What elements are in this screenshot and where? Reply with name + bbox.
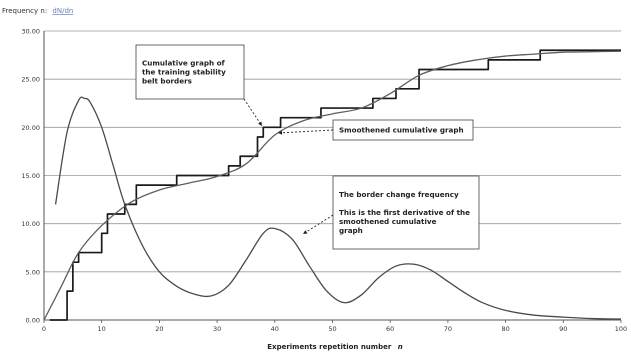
y-tick-label-1: 5.00 [26, 268, 40, 276]
x-tick-label-2: 20 [155, 325, 163, 333]
annotation-cumulative-graph-box [135, 44, 245, 100]
annotation-border-change-frequency-text-line-4: graph [339, 226, 363, 235]
y-axis-label: Frequency n: dN/dn [2, 7, 73, 15]
annotation-border-change-frequency-leader-line [302, 214, 334, 235]
y-axis-label-unit: dN/dn [52, 7, 73, 15]
y-tick-label-2: 10.00 [21, 220, 40, 228]
annotation-border-change-frequency-text-line-3: smoothened cumulative [339, 217, 437, 226]
x-tick-label-0: 0 [42, 325, 46, 333]
annotation-cumulative-graph-text-line-2: belt borders [142, 77, 192, 86]
x-tick-label-8: 80 [501, 325, 509, 333]
annotation-border-change-frequency-box [332, 175, 480, 250]
y-tick-label-4: 20.00 [21, 124, 40, 132]
annotation-cumulative-graph-text-line-1: the training stability [142, 68, 226, 77]
series-layer [43, 49, 622, 321]
series-line-frequency [54, 96, 622, 320]
x-axis-label: Experiments repetition number n [267, 343, 402, 351]
y-tick-label-6: 30.00 [21, 28, 40, 36]
annotation-border-change-frequency-text-line-2: This is the first derivative of the [339, 208, 470, 217]
y-tick-label-3: 15.00 [21, 172, 40, 180]
annotation-cumulative-graph-leader-line [243, 98, 263, 127]
series-line-step [49, 49, 621, 321]
x-tick-label-6: 60 [386, 325, 394, 333]
annotation-border-change-frequency-arrowhead [303, 230, 308, 234]
x-tick-label-9: 90 [559, 325, 567, 333]
annotation-smoothened-graph-text-line-0: Smoothened cumulative graph [339, 126, 464, 135]
annotation-cumulative-graph-text-line-0: Cumulative graph of [142, 59, 226, 68]
x-tick-label-7: 70 [444, 325, 452, 333]
x-tick-label-5: 50 [328, 325, 336, 333]
x-tick-label-10: 100 [615, 325, 627, 333]
y-tick-labels: 0.00 5.00 10.00 15.00 20.00 25.00 30.00 [21, 28, 40, 325]
series-line-smooth [43, 50, 622, 321]
annotation-border-change-frequency-text-line-0: The border change frequency [339, 190, 459, 199]
gridlines [44, 30, 621, 321]
x-axis-label-text: Experiments repetition number [267, 343, 392, 351]
y-axis-label-prefix: Frequency n: [2, 7, 47, 15]
x-tick-label-1: 10 [98, 325, 106, 333]
y-tick-label-0: 0.00 [26, 317, 40, 325]
annotation-smoothened-graph-arrowhead [278, 130, 283, 135]
annotation-smoothened-graph-leader-line [277, 129, 334, 134]
x-axis-label-var: n [398, 343, 403, 351]
x-tick-labels: 0 10 20 30 40 50 60 70 80 90 100 [42, 320, 627, 333]
y-tick-label-5: 25.00 [21, 76, 40, 84]
annotation-cumulative-graph-arrowhead [258, 121, 262, 126]
x-tick-label-4: 40 [271, 325, 279, 333]
x-tick-label-3: 30 [213, 325, 221, 333]
